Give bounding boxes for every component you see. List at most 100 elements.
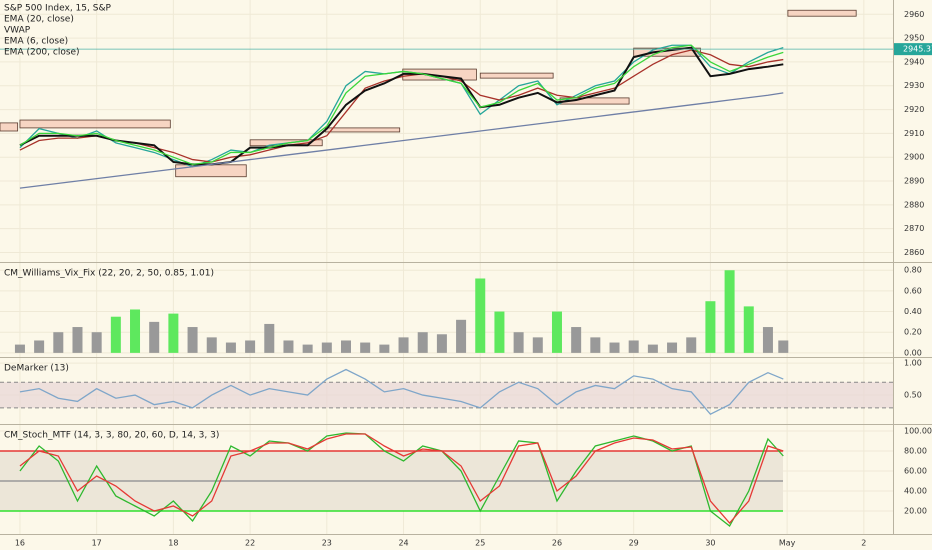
bar (551, 311, 562, 353)
x-tick-label: 22 (245, 539, 255, 548)
bar (398, 337, 409, 353)
zone-box (559, 97, 630, 105)
bar (628, 340, 639, 353)
y-tick-label: 0.20 (904, 328, 922, 337)
bar (110, 316, 121, 353)
bar (340, 340, 351, 353)
bar (14, 344, 25, 353)
y-tick-label: 2950 (904, 34, 924, 43)
x-tick-label: 25 (475, 539, 485, 548)
panel-title: CM_Williams_Vix_Fix (22, 20, 2, 50, 0.85… (4, 269, 214, 279)
panel-title: S&P 500 Index, 15, S&P (4, 4, 111, 14)
bar (34, 340, 45, 353)
bar (264, 323, 275, 353)
x-tick-label: 30 (705, 539, 715, 548)
series-line (19, 92, 784, 189)
bar (456, 319, 467, 353)
bar (302, 344, 313, 353)
y-tick-label: 2900 (904, 153, 924, 162)
bar (53, 332, 64, 353)
x-tick-label: 2 (861, 539, 866, 548)
panel-title: CM_Stoch_MTF (14, 3, 3, 80, 20, 60, D, 1… (4, 431, 219, 441)
bar (245, 340, 256, 353)
y-tick-label: 2860 (904, 248, 924, 257)
y-tick-label: 0.80 (904, 266, 922, 275)
y-tick-label: 60.00 (904, 467, 927, 476)
zone-box (0, 122, 19, 132)
y-tick-label: 2880 (904, 200, 924, 209)
bar (91, 332, 102, 353)
zone-box (787, 9, 857, 17)
y-tick-label: 20.00 (904, 507, 927, 516)
zone-box (479, 72, 554, 79)
x-tick-label: 16 (15, 539, 25, 548)
legend-entry: EMA (200, close) (4, 48, 80, 58)
y-tick-label: 1.00 (904, 359, 922, 368)
bar (590, 337, 601, 353)
y-tick-label: 80.00 (904, 447, 927, 456)
y-tick-label: 2940 (904, 57, 924, 66)
bar (72, 327, 83, 353)
x-tick-label: 17 (92, 539, 102, 548)
x-tick-label: 29 (629, 539, 639, 548)
x-tick-label: May (779, 539, 796, 548)
series-line (19, 49, 784, 163)
y-tick-label: 40.00 (904, 487, 927, 496)
bar (724, 270, 735, 353)
band (0, 382, 893, 408)
series-line (19, 433, 784, 524)
series-line (19, 44, 784, 166)
bar (283, 340, 294, 353)
legend-entry: EMA (20, close) (4, 15, 74, 25)
bar (475, 278, 486, 353)
y-tick-label: 2930 (904, 81, 924, 90)
y-tick-label: 2870 (904, 224, 924, 233)
y-tick-label: 0.00 (904, 348, 922, 357)
y-tick-label: 2920 (904, 105, 924, 114)
bar (206, 337, 217, 353)
bar (647, 344, 658, 353)
bar (513, 332, 524, 353)
y-tick-label: 100.00 (904, 427, 932, 436)
bar (667, 342, 678, 353)
y-tick-label: 0.40 (904, 307, 922, 316)
legend-entry: EMA (6, close) (4, 37, 68, 47)
bar (436, 334, 447, 353)
series-line (19, 368, 784, 416)
bar (187, 327, 198, 353)
bar (168, 313, 179, 353)
zone-box (175, 164, 247, 178)
bar (360, 342, 371, 353)
panel-title: DeMarker (13) (4, 364, 69, 374)
bar (705, 301, 716, 353)
bar (225, 342, 236, 353)
y-tick-label: 0.50 (904, 391, 922, 400)
zone-box (324, 127, 401, 133)
bar (417, 332, 428, 353)
bar (149, 321, 160, 353)
bar (571, 327, 582, 353)
bar (686, 337, 697, 353)
bar (743, 306, 754, 353)
bar (778, 340, 789, 353)
bar (379, 344, 390, 353)
bar (494, 311, 505, 353)
y-tick-label: 0.60 (904, 286, 922, 295)
zone-box (19, 119, 171, 129)
y-tick-label: 2910 (904, 129, 924, 138)
legend-entry: VWAP (4, 26, 31, 36)
bar (532, 337, 543, 353)
y-tick-label: 2890 (904, 177, 924, 186)
bar (609, 342, 620, 353)
bar (762, 327, 773, 353)
bar (321, 342, 332, 353)
series-line (19, 432, 784, 527)
last-price-tag (893, 43, 932, 56)
bar (130, 309, 141, 353)
last-price-label: 2945.37 (903, 45, 932, 54)
x-tick-label: 24 (398, 539, 408, 548)
x-tick-label: 26 (552, 539, 562, 548)
y-tick-label: 2960 (904, 10, 924, 19)
